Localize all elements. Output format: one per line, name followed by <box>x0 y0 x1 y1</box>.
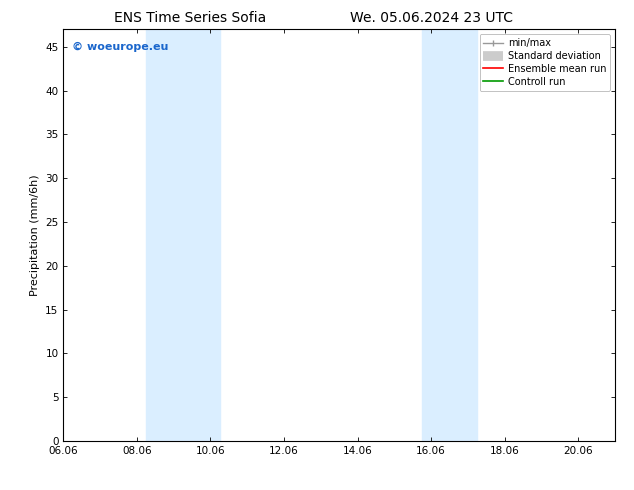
Legend: min/max, Standard deviation, Ensemble mean run, Controll run: min/max, Standard deviation, Ensemble me… <box>479 34 610 91</box>
Bar <box>146 29 220 441</box>
Text: ENS Time Series Sofia: ENS Time Series Sofia <box>114 11 266 25</box>
Y-axis label: Precipitation (mm/6h): Precipitation (mm/6h) <box>30 174 40 296</box>
Bar <box>422 29 477 441</box>
Text: We. 05.06.2024 23 UTC: We. 05.06.2024 23 UTC <box>349 11 513 25</box>
Text: © woeurope.eu: © woeurope.eu <box>72 42 168 52</box>
